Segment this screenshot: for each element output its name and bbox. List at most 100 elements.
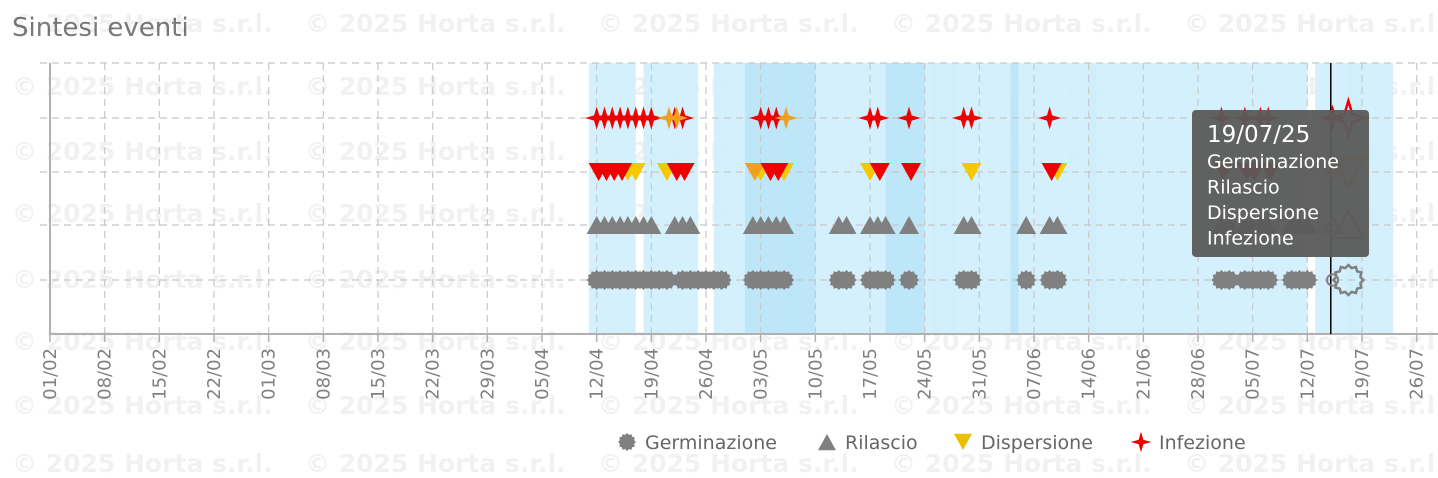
dispersione-point [768, 163, 789, 181]
tooltip-box [1192, 110, 1369, 257]
x-tick-label: 26/04 [696, 348, 717, 400]
infezione-point [665, 106, 689, 130]
watermark-text: © 2025 Horta s.r.l. [891, 9, 1152, 38]
watermark-text: © 2025 Horta s.r.l. [12, 391, 273, 420]
watermark-text: © 2025 Horta s.r.l. [12, 449, 273, 478]
germinazione-point [875, 270, 896, 290]
shaded-period [1010, 63, 1019, 334]
x-tick-label: 10/05 [805, 348, 826, 400]
dispersione-point [1041, 163, 1062, 181]
watermark-text: © 2025 Horta s.r.l. [598, 9, 859, 38]
dispersione-point [869, 163, 890, 181]
germinazione-point [618, 433, 636, 451]
watermark-text: © 2025 Horta s.r.l. [305, 449, 566, 478]
germinazione-point [774, 270, 795, 290]
watermark-text: © 2025 Horta s.r.l. [12, 327, 273, 356]
watermark-text: © 2025 Horta s.r.l. [598, 391, 859, 420]
legend-item-infezione[interactable]: Infezione [1130, 431, 1246, 454]
x-tick-label: 15/02 [149, 348, 170, 400]
legend-item-germinazione[interactable]: Germinazione [618, 432, 777, 454]
watermark-text: © 2025 Horta s.r.l. [305, 9, 566, 38]
x-tick-label: 17/05 [860, 348, 881, 400]
x-tick-label: 05/04 [532, 348, 553, 400]
watermark-text: © 2025 Horta s.r.l. [12, 72, 273, 101]
x-tick-label: 01/02 [40, 348, 61, 400]
x-tick-label: 24/05 [915, 348, 936, 400]
axes [49, 63, 1438, 342]
watermark-text: © 2025 Horta s.r.l. [1184, 391, 1438, 420]
x-tick-label: 29/03 [477, 348, 498, 400]
germinazione-point [1258, 270, 1279, 290]
shaded-period [885, 63, 925, 334]
x-tick-label: 01/03 [259, 348, 280, 400]
tooltip-item: Rilascio [1207, 177, 1280, 199]
shaded-period [932, 63, 1066, 334]
watermark-text: © 2025 Horta s.r.l. [305, 327, 566, 356]
germinazione-point [711, 270, 732, 290]
germinazione-point [1331, 263, 1366, 297]
tooltip-item: Infezione [1207, 228, 1294, 250]
x-tick-label: 21/06 [1133, 348, 1154, 400]
shaded-period [588, 63, 636, 334]
infezione-point [774, 106, 798, 130]
legend-label: Rilascio [845, 432, 918, 454]
watermark-text: © 2025 Horta s.r.l. [305, 199, 566, 228]
legend-label: Dispersione [981, 432, 1093, 454]
infezione-point [1038, 106, 1062, 130]
watermark-text: © 2025 Horta s.r.l. [891, 449, 1152, 478]
dispersione-point [954, 433, 972, 450]
infezione-point [1130, 431, 1152, 453]
germinazione-point [1016, 270, 1037, 290]
x-tick-label: 26/07 [1407, 348, 1428, 400]
rilascio-point [899, 216, 920, 234]
infezione-point [960, 106, 983, 130]
rilascio-point [774, 216, 795, 234]
rilascio-point [641, 216, 662, 234]
shaded-period [776, 63, 816, 334]
watermark-text: © 2025 Horta s.r.l. [305, 137, 566, 166]
x-tick-label: 22/02 [204, 348, 225, 400]
watermark-text: © 2025 Horta s.r.l. [12, 9, 273, 38]
legend-label: Infezione [1159, 432, 1246, 454]
x-tick-label: 15/03 [368, 348, 389, 400]
germinazione-point [1219, 270, 1240, 290]
dispersione-point [961, 163, 982, 181]
dispersione-point [674, 163, 695, 181]
tooltip-item: Dispersione [1207, 202, 1319, 224]
watermark-text: © 2025 Horta s.r.l. [12, 199, 273, 228]
legend-item-rilascio[interactable]: Rilascio [818, 432, 918, 454]
germinazione-point [961, 270, 982, 290]
x-tick-label: 12/04 [587, 348, 608, 400]
watermark-text: © 2025 Horta s.r.l. [305, 391, 566, 420]
watermark-text: © 2025 Horta s.r.l. [12, 137, 273, 166]
data-points[interactable] [585, 96, 1371, 297]
x-tick-label: 19/04 [641, 348, 662, 400]
shaded-period [643, 63, 699, 334]
x-axis-tick-labels: 01/02 08/02 15/02 22/02 01/03 08/03 15/03 22/03… [40, 348, 1428, 400]
infezione-point [897, 106, 921, 130]
watermark-text: © 2025 Horta s.r.l. [1184, 9, 1438, 38]
rilascio-point [818, 434, 836, 451]
germinazione-point [1297, 270, 1318, 290]
rilascio-point [961, 216, 982, 234]
rilascio-point [836, 216, 857, 234]
x-tick-label: 28/06 [1188, 348, 1209, 400]
watermark-text: © 2025 Horta s.r.l. [1184, 449, 1438, 478]
watermark-text: © 2025 Horta s.r.l. [891, 391, 1152, 420]
tooltip: 19/07/25 Germinazione Rilascio Dispersione I… [1192, 110, 1369, 257]
germinazione-point [836, 270, 857, 290]
infezione-point [639, 106, 663, 130]
germinazione-point [1047, 270, 1068, 290]
x-tick-label: 14/06 [1079, 348, 1100, 400]
infezione-point [866, 106, 890, 130]
germinazione-point [657, 270, 677, 290]
rilascio-point [875, 216, 896, 234]
x-tick-label: 08/03 [313, 348, 334, 400]
x-tick-label: 12/07 [1297, 348, 1318, 400]
x-tick-label: 31/05 [969, 348, 990, 400]
watermark-text: © 2025 Horta s.r.l. [598, 449, 859, 478]
x-tick-label: 07/06 [1024, 348, 1045, 400]
legend-item-dispersione[interactable]: Dispersione [954, 432, 1093, 454]
legend[interactable]: Germinazione Rilascio Dispersione Infezione [618, 431, 1246, 454]
